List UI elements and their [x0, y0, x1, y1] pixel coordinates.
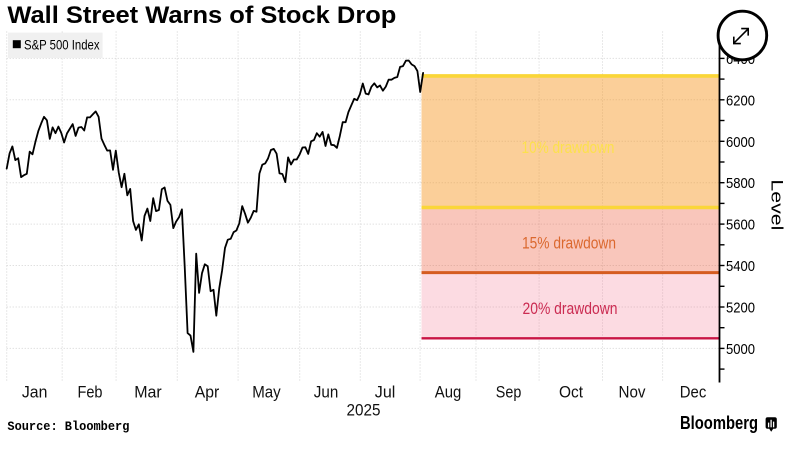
svg-text:20% drawdown: 20% drawdown [523, 299, 618, 318]
svg-text:Level: Level [768, 179, 787, 230]
svg-text:Wall Street Warns of Stock Dro: Wall Street Warns of Stock Drop [7, 2, 396, 29]
svg-text:May: May [252, 384, 281, 402]
svg-text:Jun: Jun [314, 384, 339, 402]
svg-text:5000: 5000 [726, 341, 755, 358]
svg-text:5600: 5600 [726, 217, 755, 234]
svg-text:10% drawdown: 10% drawdown [522, 138, 615, 157]
svg-text:5200: 5200 [726, 300, 755, 317]
svg-text:Nov: Nov [619, 384, 647, 402]
svg-text:5800: 5800 [726, 175, 755, 192]
svg-text:Feb: Feb [78, 384, 103, 402]
svg-text:Aug: Aug [435, 384, 462, 402]
svg-text:6200: 6200 [726, 92, 755, 109]
svg-text:Apr: Apr [195, 384, 220, 402]
svg-text:Bloomberg: Bloomberg [680, 412, 758, 433]
svg-text:Jul: Jul [375, 384, 396, 402]
svg-text:Mar: Mar [134, 384, 162, 402]
svg-text:5400: 5400 [726, 258, 755, 275]
svg-text:Dec: Dec [680, 384, 707, 402]
svg-text:Source: Bloomberg: Source: Bloomberg [7, 419, 129, 434]
svg-text:Oct: Oct [559, 384, 583, 402]
svg-text:2025: 2025 [347, 402, 381, 420]
svg-text:Jan: Jan [22, 384, 48, 402]
svg-text:15% drawdown: 15% drawdown [522, 233, 616, 252]
svg-text:Sep: Sep [496, 384, 522, 402]
svg-text:S&P 500 Index: S&P 500 Index [24, 37, 100, 52]
svg-text:6000: 6000 [726, 134, 755, 151]
